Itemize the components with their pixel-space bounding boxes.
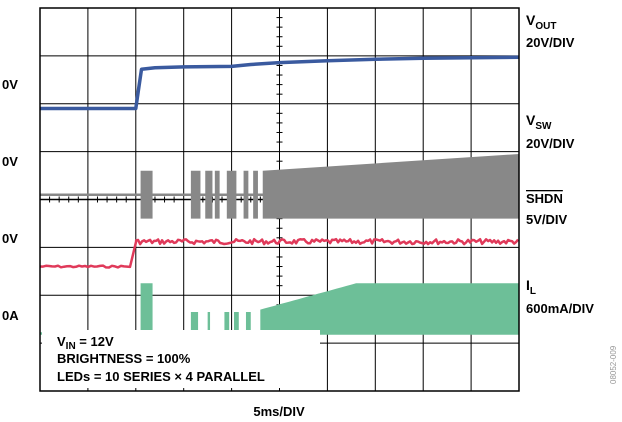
vsw-label: VSW — [526, 112, 552, 132]
vin-condition: VIN = 12V — [57, 334, 114, 352]
il-switching-burst — [245, 312, 251, 334]
ground-label-il: 0A — [2, 308, 19, 323]
x-axis-scale-label: 5ms/DIV — [253, 404, 305, 419]
vsw-switching-burst — [140, 170, 153, 219]
ground-label-vout: 0V — [2, 77, 18, 92]
il-scale: 600mA/DIV — [526, 301, 594, 316]
shdn-trace — [39, 237, 520, 269]
shdn-scale: 5V/DIV — [526, 212, 568, 227]
il-switching-burst — [190, 312, 199, 334]
vsw-switching-burst — [243, 170, 249, 219]
vout-label: VOUT — [526, 12, 556, 32]
vsw-switching-burst — [214, 170, 220, 219]
il-switching-burst — [207, 312, 211, 334]
il-switching-burst — [224, 312, 230, 334]
vout-scale: 20V/DIV — [526, 35, 575, 50]
il-switching-burst — [260, 283, 519, 334]
shdn-label: SHDN — [526, 191, 563, 206]
leds-condition: LEDs = 10 SERIES × 4 PARALLEL — [57, 369, 265, 384]
ground-label-vsw: 0V — [2, 154, 18, 169]
figure-id-note: 08052-009 — [609, 345, 618, 384]
vsw-switching-burst — [205, 170, 213, 219]
brightness-condition: BRIGHTNESS = 100% — [57, 351, 191, 366]
vsw-switching-burst — [253, 170, 258, 219]
ground-label-shdn: 0V — [2, 231, 18, 246]
plot-frame — [39, 7, 520, 392]
vsw-switching-burst — [262, 154, 519, 219]
vsw-scale: 20V/DIV — [526, 136, 575, 151]
conditions-box: VIN = 12V BRIGHTNESS = 100% LEDs = 10 SE… — [42, 330, 320, 388]
conditions-box-background — [42, 330, 320, 388]
il-label: IL — [526, 277, 536, 297]
vsw-switching-burst — [226, 170, 237, 219]
vout-trace — [40, 55, 520, 111]
vsw-switching-burst — [190, 170, 201, 219]
il-switching-burst — [233, 312, 239, 334]
il-switching-burst — [140, 283, 153, 334]
